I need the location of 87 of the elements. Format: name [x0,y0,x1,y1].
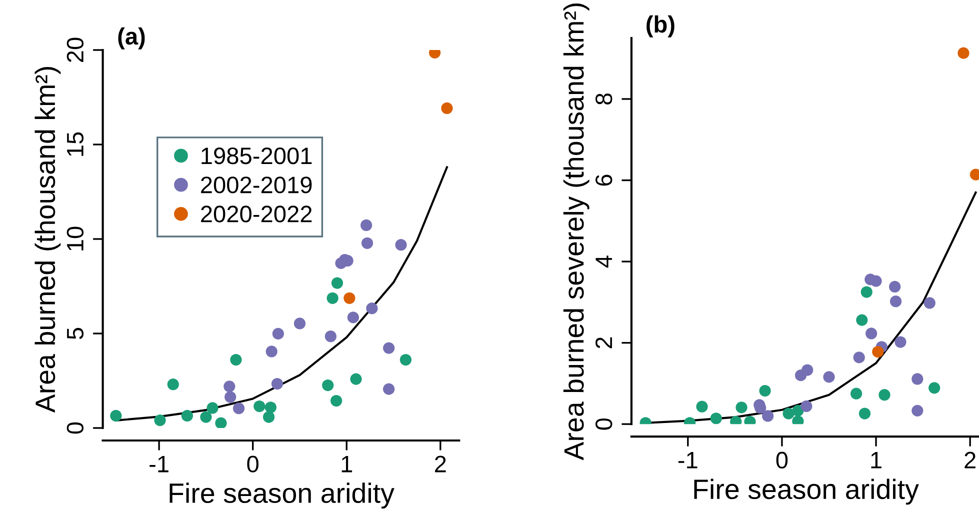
point [878,389,890,401]
point [383,342,395,354]
point [441,102,453,114]
legend-label: 1985-2001 [202,147,312,164]
x-axis-title: Fire season aridity [170,482,394,509]
point [782,408,794,420]
point [366,302,378,314]
y-tick-label: 4 [596,256,612,268]
point [890,296,902,308]
point [856,314,868,326]
point [395,239,407,251]
point [224,380,236,392]
point [710,412,722,424]
point [894,336,906,348]
legend-label: 2002-2019 [201,176,312,194]
chart-title: (b) [646,15,674,38]
point [331,277,344,289]
point [262,411,275,423]
point [206,402,218,414]
point [853,352,865,364]
point [361,237,374,249]
y-tick-label: 15 [67,132,84,156]
point [254,400,266,412]
x-tick-label: 1 [342,456,352,472]
point [324,330,336,342]
y-axis-title: Area burned (thousand km²) [34,67,61,413]
y-tick-label: 2 [595,337,612,348]
point [802,364,814,376]
point [872,346,884,358]
x-tick-label: 2 [964,452,976,468]
x-tick-label: -1 [150,456,168,472]
point [889,280,901,293]
point [224,391,236,403]
point [400,354,412,366]
point [858,408,871,420]
point [958,47,970,59]
point [924,297,936,309]
point [870,275,882,287]
point [200,411,212,423]
point [736,402,748,414]
x-tick-label: 2 [435,456,446,472]
point [110,410,122,422]
legend-label: 2020-2022 [201,206,312,222]
y-axis-title: Area burned severely (thousand km²) [563,3,590,460]
chart-title: (a) [118,27,145,50]
point [866,328,878,340]
point [912,404,924,416]
x-tick-label: -1 [678,452,698,468]
point [759,384,771,397]
point [326,292,338,304]
y-tick-label: 6 [595,174,612,186]
point [330,394,342,407]
point [167,378,179,390]
point [272,328,284,340]
y-tick-label: 8 [595,93,612,105]
point [264,402,276,414]
point [928,382,940,394]
point [860,286,872,298]
point [360,219,372,232]
x-axis-title: Fire season aridity [694,478,919,505]
y-tick-label: 20 [66,38,84,62]
point [762,410,774,422]
point [912,373,924,385]
x-tick-label: 0 [776,452,788,469]
point [215,417,227,428]
point [383,383,395,395]
point [696,400,708,412]
point [322,379,334,392]
y-tick-label: 0 [595,418,612,430]
y-tick-label: 5 [67,328,84,340]
point [232,402,245,414]
point [154,414,166,426]
point [850,388,862,400]
y-tick-label: 10 [66,226,84,250]
point [294,318,306,330]
point [800,400,812,412]
point [823,371,835,383]
point [230,354,242,366]
point [350,373,362,385]
point [271,378,284,390]
point [344,292,356,304]
x-tick-label: 1 [871,452,882,468]
point [181,410,194,422]
x-tick-label: 0 [247,456,258,472]
point [347,312,359,324]
y-tick-label: 0 [66,422,84,434]
point [266,346,278,358]
